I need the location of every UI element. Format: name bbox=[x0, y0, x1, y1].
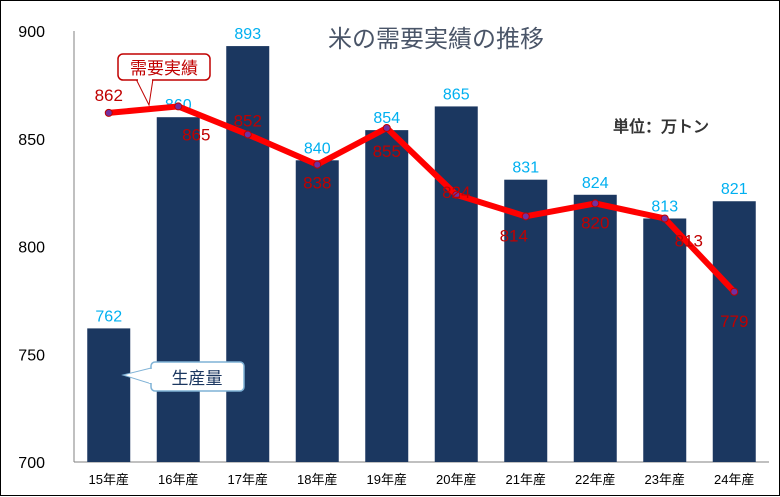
demand-value-label: 855 bbox=[373, 142, 401, 161]
bar-value-label: 831 bbox=[512, 160, 539, 177]
production-callout-join bbox=[149, 369, 154, 383]
demand-marker bbox=[313, 160, 322, 169]
bar-value-label: 813 bbox=[651, 198, 678, 215]
demand-value-label: 824 bbox=[442, 183, 470, 202]
bars-group bbox=[87, 46, 756, 463]
y-tick-label: 900 bbox=[18, 24, 45, 41]
x-tick-label: 21年産 bbox=[506, 472, 546, 487]
demand-marker bbox=[243, 130, 252, 139]
bar bbox=[87, 328, 131, 462]
x-tick-label: 18年産 bbox=[297, 472, 337, 487]
bar bbox=[156, 117, 200, 462]
bar bbox=[573, 194, 617, 462]
y-tick-label: 850 bbox=[18, 132, 45, 149]
x-tick-label: 17年産 bbox=[228, 472, 268, 487]
x-tick-labels: 15年産 16年産 17年産 18年産 19年産 20年産 21年産 22年産 23年産 24年産 bbox=[89, 472, 755, 487]
bar bbox=[712, 201, 756, 462]
demand-callout-box bbox=[117, 53, 211, 81]
bar-labels-group: 762860893840854865831824813821 bbox=[95, 26, 747, 325]
demand-value-label: 865 bbox=[182, 125, 210, 144]
bar-value-label: 840 bbox=[304, 140, 331, 157]
bar-value-label: 854 bbox=[373, 110, 400, 127]
bar bbox=[504, 179, 548, 462]
x-tick-label: 19年産 bbox=[367, 472, 407, 487]
y-tick-labels: 700 750 800 850 900 bbox=[18, 24, 45, 472]
x-tick-label: 20年産 bbox=[436, 472, 476, 487]
demand-value-label: 813 bbox=[675, 231, 703, 250]
demand-marker bbox=[382, 123, 391, 132]
bar-value-label: 893 bbox=[234, 26, 261, 43]
demand-marker bbox=[174, 102, 183, 111]
bar-value-label: 824 bbox=[582, 175, 609, 192]
demand-value-label: 862 bbox=[95, 86, 123, 105]
chart-title: 米の需要実績の推移 bbox=[328, 25, 544, 53]
bar bbox=[434, 106, 478, 463]
x-tick-label: 22年産 bbox=[575, 472, 615, 487]
y-tick-label: 700 bbox=[18, 455, 45, 472]
demand-series-label: 需要実績 bbox=[130, 59, 198, 78]
bar-value-label: 865 bbox=[443, 86, 470, 103]
demand-callout-tail bbox=[135, 78, 154, 107]
demand-marker bbox=[660, 214, 669, 223]
line-labels-group: 862 865 852 838 855 824 814 820 813 779 bbox=[95, 86, 749, 331]
demand-value-label: 814 bbox=[500, 226, 528, 245]
unit-note: 単位：万トン bbox=[613, 117, 709, 136]
bar-value-label: 762 bbox=[95, 308, 122, 325]
demand-value-label: 852 bbox=[234, 111, 262, 130]
bar bbox=[226, 46, 270, 463]
y-tick-label: 800 bbox=[18, 240, 45, 257]
line-layer bbox=[104, 102, 739, 296]
demand-marker bbox=[730, 287, 739, 296]
demand-callout-join bbox=[138, 77, 152, 81]
demand-value-label: 779 bbox=[720, 312, 748, 331]
x-tick-label: 16年産 bbox=[158, 472, 198, 487]
production-series-label: 生産量 bbox=[172, 369, 223, 388]
demand-marker bbox=[104, 108, 113, 117]
bar bbox=[365, 130, 409, 462]
x-tick-label: 24年産 bbox=[714, 472, 754, 487]
demand-value-label: 838 bbox=[303, 174, 331, 193]
demand-marker bbox=[452, 190, 461, 199]
y-tick-label: 750 bbox=[18, 347, 45, 364]
demand-line bbox=[105, 103, 738, 295]
bar bbox=[643, 218, 687, 462]
x-tick-label: 23年産 bbox=[645, 472, 685, 487]
bar bbox=[295, 160, 339, 463]
demand-marker bbox=[521, 212, 530, 221]
bar-value-label: 821 bbox=[721, 181, 748, 198]
demand-marker bbox=[591, 199, 600, 208]
x-tick-label: 15年産 bbox=[89, 472, 129, 487]
demand-value-label: 820 bbox=[581, 213, 609, 232]
